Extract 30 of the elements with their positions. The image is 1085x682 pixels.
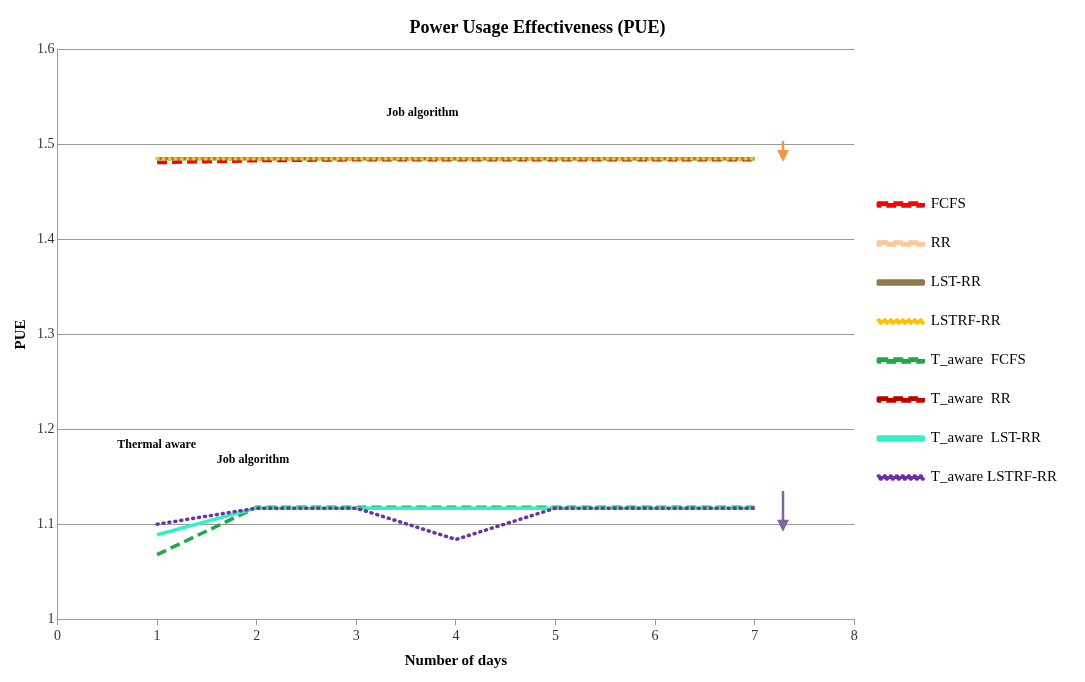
legend-label: T_aware LSTRF-RR: [930, 468, 1057, 485]
y-tick-label: 1.2: [37, 421, 55, 437]
legend-label: RR: [930, 234, 951, 251]
x-tick-label: 4: [452, 628, 460, 644]
x-tick-label: 5: [551, 628, 559, 644]
legend-label: LSTRF-RR: [930, 312, 1001, 329]
y-axis-title: PUE: [11, 319, 28, 350]
y-tick-label: 1.1: [37, 515, 55, 531]
x-tick-label: 3: [352, 628, 360, 644]
annotation: Thermal aware: [117, 437, 197, 452]
chart-title: Power Usage Effectiveness (PUE): [409, 17, 666, 39]
legend-label: LST-RR: [930, 273, 982, 290]
y-tick-label: 1.3: [37, 326, 55, 342]
y-tick-label: 1.4: [37, 231, 55, 247]
x-tick-label: 0: [54, 628, 61, 644]
y-tick-label: 1.6: [37, 41, 55, 57]
x-tick-label: 2: [253, 628, 261, 644]
y-tick-label: 1: [47, 610, 55, 626]
x-tick-label: 8: [850, 628, 858, 644]
x-tick-label: 7: [751, 628, 759, 644]
x-tick-label: 1: [153, 628, 161, 644]
legend-label: T_aware LST-RR: [930, 429, 1042, 446]
x-tick-label: 6: [651, 628, 659, 644]
legend-label: T_aware RR: [930, 390, 1011, 407]
annotation: Job algorithm: [386, 105, 459, 120]
annotation: Job algorithm: [216, 451, 290, 466]
y-tick-label: 1.5: [37, 136, 55, 152]
legend-label: T_aware FCFS: [930, 351, 1026, 368]
legend-label: FCFS: [930, 195, 966, 212]
x-axis-title: Number of days: [404, 651, 508, 668]
